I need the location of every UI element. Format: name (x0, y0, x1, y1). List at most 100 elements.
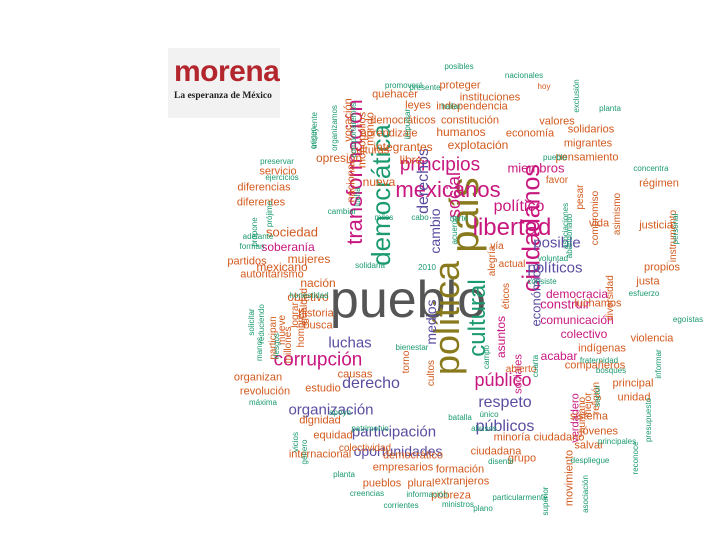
word-cloud-word: sector (594, 385, 602, 407)
word-cloud-word: dignidad (299, 416, 341, 427)
word-cloud-word: esfuerzo (629, 290, 660, 298)
word-cloud-word: abusos (471, 425, 497, 433)
word-cloud-word: causas (338, 370, 373, 381)
word-cloud-word: régimen (639, 179, 679, 190)
word-cloud-word: disentir (488, 458, 514, 466)
word-cloud-word: diferentes (237, 198, 285, 209)
word-cloud-word: partidos (227, 257, 266, 268)
word-cloud-word: despliegue (571, 457, 610, 465)
word-cloud-word: pueblo (543, 154, 567, 162)
word-cloud-word: ministros (442, 501, 474, 509)
word-cloud-word: batalla (448, 414, 472, 422)
word-cloud-word: egoístas (673, 316, 703, 324)
word-cloud-word: ciudadano (534, 433, 585, 444)
word-cloud-word: libre (400, 154, 423, 166)
word-cloud-word: actual (499, 260, 526, 270)
word-cloud-word: torno (402, 351, 412, 374)
word-cloud-word: presente (409, 84, 440, 92)
word-cloud-word: información (406, 491, 447, 499)
word-cloud-word: solidarios (568, 125, 614, 136)
word-cloud-word: hoy (538, 83, 551, 91)
word-cloud-word: público (501, 380, 504, 381)
word-cloud-word: hallar (441, 103, 461, 111)
word-cloud-word: acuerdo (451, 216, 459, 245)
word-cloud-word: reconoce (632, 442, 640, 475)
word-cloud-word: cambiar (328, 208, 356, 216)
word-cloud-word: honestidad (289, 292, 328, 300)
word-cloud-word: asociación (582, 475, 590, 513)
word-cloud-word: colectivo (561, 328, 608, 340)
word-cloud-word: comportaremos (350, 102, 358, 158)
word-cloud-word: cabo (411, 214, 428, 222)
word-cloud-word: colectividad (339, 444, 391, 454)
word-cloud-word: exclusión (573, 79, 581, 112)
word-cloud-word: nacionales (505, 72, 543, 80)
word-cloud-word: riesgos (273, 333, 281, 359)
word-cloud-word: pesar (576, 184, 586, 209)
word-cloud-word: planta (599, 105, 621, 113)
word-cloud-word: plano (473, 505, 493, 513)
word-cloud-word: formación (436, 465, 484, 476)
word-cloud-word: mundo (366, 112, 377, 146)
word-cloud-word: cultos (427, 360, 437, 386)
word-cloud-word: solicitar (248, 308, 256, 335)
word-cloud-word: mujeres (288, 253, 331, 265)
word-cloud-word: vicios (292, 432, 300, 452)
word-cloud-word: personal (672, 214, 680, 245)
word-cloud-word: patrimonio (351, 425, 388, 433)
word-cloud-word: organizan (234, 373, 282, 384)
word-cloud-word: pueblos (363, 479, 402, 490)
word-cloud-word: asuntos (495, 316, 507, 358)
word-cloud-word: único (479, 411, 498, 419)
word-cloud-word: economía (506, 129, 554, 140)
word-cloud-word: propios (644, 263, 680, 274)
word-cloud-word: luchas (328, 336, 371, 351)
word-cloud-word: millones (284, 327, 294, 364)
word-cloud-word: bienestar (396, 344, 429, 352)
word-cloud-word: manos (256, 337, 264, 361)
word-cloud-word: informar (655, 349, 663, 378)
word-cloud-word: asimismo (613, 193, 623, 235)
word-cloud-word: explotación (448, 139, 509, 151)
word-cloud-word: fraternidad (580, 357, 618, 365)
word-cloud-word: político (494, 199, 545, 215)
word-cloud-word: favor (546, 176, 568, 186)
word-cloud-word: creencias (350, 490, 384, 498)
word-cloud-word: empresarios (373, 463, 434, 474)
word-cloud-word: ejercicios (265, 174, 298, 182)
word-cloud-word: diferencias (237, 183, 290, 194)
word-cloud-word: social (445, 172, 463, 218)
word-cloud-word: apoyo (329, 409, 351, 417)
word-cloud-word: respeto (478, 395, 531, 411)
word-cloud-word: cuarta (532, 355, 540, 377)
word-cloud-word: valores (539, 117, 574, 128)
word-cloud-word: consiste (527, 278, 556, 286)
word-cloud-word: compromiso (591, 191, 601, 245)
word-cloud-word: humanos (436, 126, 485, 138)
word-cloud-word: origen (310, 127, 318, 149)
word-cloud-word: instituciones (460, 93, 521, 104)
word-cloud-word: máxima (249, 399, 277, 407)
word-cloud-word: diversidad (606, 275, 616, 321)
word-cloud-word: hombres (297, 309, 307, 348)
word-cloud-word: género (301, 440, 309, 465)
word-cloud-word: éticos (502, 283, 512, 309)
word-cloud-word: concentra (633, 165, 668, 173)
word-cloud-word: posibles (444, 63, 473, 71)
word-cloud-word: nueva (363, 176, 396, 188)
word-cloud-word: minoría (494, 433, 531, 444)
word-cloud-word: violencia (631, 334, 674, 345)
word-cloud-word: humano (578, 397, 588, 433)
word-cloud-word: indígenas (578, 344, 626, 355)
word-cloud-word: abandonado (566, 214, 574, 259)
word-cloud-word: particularmente (492, 494, 547, 502)
word-cloud-word: autoritarismo (240, 270, 304, 281)
word-cloud-word: democrático (383, 451, 443, 462)
word-cloud-word: forman (240, 243, 265, 251)
word-cloud-word: revolución (240, 387, 290, 398)
word-cloud-word: lucha (354, 187, 362, 206)
word-cloud-word: constitución (441, 116, 499, 127)
word-cloud-word: sociedad (266, 226, 318, 239)
word-cloud-word: 2010 (418, 264, 436, 272)
